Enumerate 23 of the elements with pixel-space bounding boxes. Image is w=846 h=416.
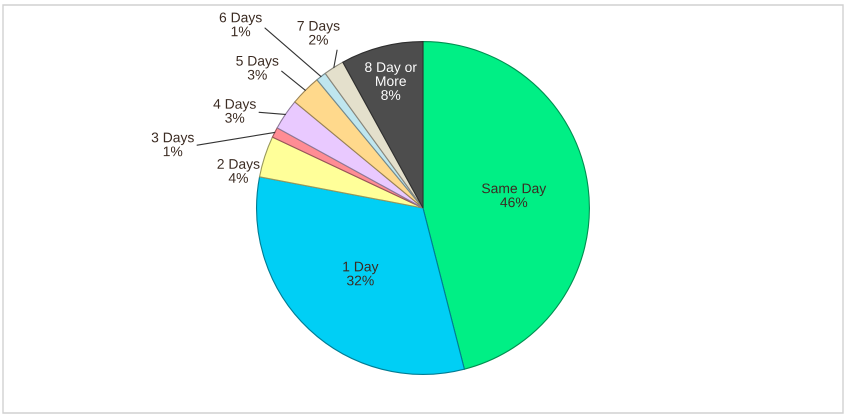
- data-label: 4%: [228, 173, 248, 183]
- pie-slice: [258, 136, 424, 209]
- pie-slice: [342, 41, 424, 209]
- slice-label: 3 Days: [152, 132, 194, 146]
- data-label: 46%: [500, 197, 528, 208]
- data-label: 2%: [309, 34, 328, 45]
- data-label: 1%: [164, 146, 182, 156]
- slice-label: 1 Day: [343, 262, 378, 274]
- pie-slice: [256, 176, 465, 375]
- data-label: 3%: [225, 112, 244, 123]
- data-label: 8%: [381, 90, 400, 100]
- data-label: 32%: [346, 276, 374, 286]
- pie-slice: [422, 41, 590, 370]
- pie-slice: [276, 101, 424, 209]
- data-label: 1%: [232, 26, 250, 36]
- slice-label: 4 Days: [213, 99, 256, 112]
- slice-label: 8 Day or More: [365, 62, 417, 86]
- slice-label: 6 Days: [220, 12, 262, 26]
- slice-label: 7 Days: [298, 21, 340, 34]
- data-label: 3%: [248, 70, 267, 80]
- slice-label: 5 Days: [236, 56, 278, 68]
- slice-label: Same Day: [482, 183, 546, 196]
- slice-label: 2 Days: [218, 159, 260, 172]
